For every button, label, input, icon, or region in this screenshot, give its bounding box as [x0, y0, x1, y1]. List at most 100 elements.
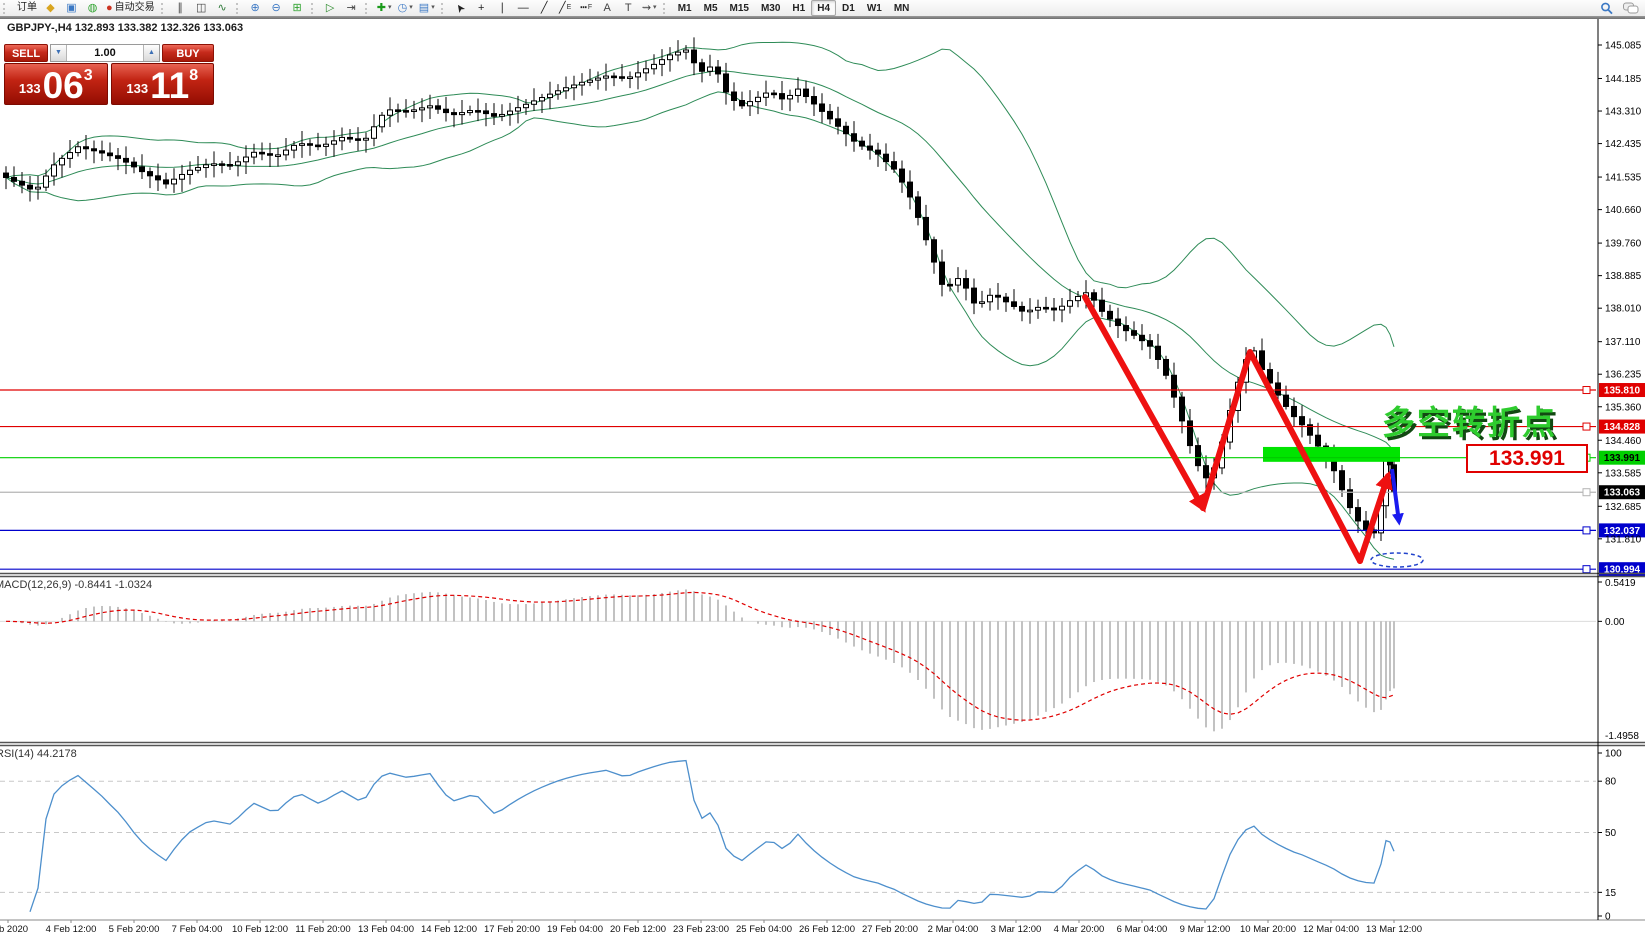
signal-button[interactable]: ◍: [82, 1, 103, 15]
arrows-dropdown-caret: ▾: [653, 4, 657, 11]
toolbar-group-handle[interactable]: [310, 2, 316, 14]
market-watch-button[interactable]: ◆: [40, 1, 61, 15]
arrows-button[interactable]: ⇝ ▾: [639, 1, 660, 15]
svg-text:6 Mar 04:00: 6 Mar 04:00: [1117, 924, 1168, 935]
timeframe-d1[interactable]: D1: [842, 2, 855, 14]
auto-scroll-icon: ▷: [325, 2, 335, 14]
fibonacci-button[interactable]: ┅ F: [576, 1, 597, 15]
chart-window-button[interactable]: ▣: [61, 1, 82, 15]
svg-text:100: 100: [1605, 749, 1622, 760]
trend-arrow[interactable]: [1200, 349, 1363, 564]
templates-button[interactable]: ▤ ▾: [416, 1, 438, 15]
toolbar-group-handle[interactable]: [440, 2, 446, 14]
svg-text:13 Feb 04:00: 13 Feb 04:00: [358, 924, 414, 935]
buy-price-big: 11: [150, 64, 190, 106]
timeframe-h1[interactable]: H1: [792, 2, 806, 14]
crosshair-button[interactable]: +: [471, 1, 492, 15]
blue-down-arrow[interactable]: [1390, 468, 1404, 526]
periods-icon: ◷: [397, 2, 408, 14]
candlestick-mode-button[interactable]: ◫: [191, 1, 212, 15]
toolbar-group-handle[interactable]: [235, 2, 241, 14]
toolbar-group-handle[interactable]: [160, 2, 166, 14]
line-chart-mode-button[interactable]: ∿: [212, 1, 233, 15]
bar-chart-mode-icon: ∥: [177, 2, 183, 14]
timeframe-m5[interactable]: M5: [703, 2, 718, 14]
chart-area[interactable]: 135.810 134.828 133.991 133.063 132.037 130.9…: [0, 19, 1645, 947]
buy-button[interactable]: BUY: [162, 44, 214, 62]
svg-text:26 Feb 12:00: 26 Feb 12:00: [799, 924, 855, 935]
autotrading-label: 自动交易: [114, 2, 155, 13]
zoom-in-button[interactable]: ⊕: [245, 1, 266, 15]
rsi-panel: [0, 759, 1596, 913]
chart-ohlc-title: GBPJPY-,H4 132.893 133.382 132.326 133.0…: [7, 22, 244, 34]
zoom-in-icon: ⊕: [250, 2, 260, 14]
vertical-line-icon: ∣: [499, 2, 505, 14]
new-order-button[interactable]: 订单: [12, 1, 40, 15]
toolbar-group-handle[interactable]: [662, 2, 668, 14]
price-tag-label: 133.991: [1466, 444, 1588, 473]
timeframe-w1[interactable]: W1: [866, 2, 882, 14]
periods-dropdown-caret: ▾: [409, 4, 413, 11]
search-icon[interactable]: [1600, 2, 1613, 15]
sell-price[interactable]: 133 06 3: [4, 63, 108, 105]
support-zone-rect[interactable]: [1263, 446, 1400, 462]
svg-text:133.991: 133.991: [1604, 453, 1641, 464]
timeframe-mn[interactable]: MN: [893, 2, 910, 14]
trend-line-button[interactable]: ╱: [534, 1, 555, 15]
toolbar-group-handle[interactable]: [364, 2, 370, 14]
text-label-button[interactable]: T: [618, 1, 639, 15]
vertical-line-button[interactable]: ∣: [492, 1, 513, 15]
autotrading-icon: ●: [106, 2, 113, 14]
channel-button[interactable]: ╱ E: [555, 1, 576, 15]
periods-button[interactable]: ◷ ▾: [395, 1, 416, 15]
timeframe-h4[interactable]: H4: [811, 0, 837, 16]
svg-text:132.037: 132.037: [1604, 526, 1641, 537]
candlesticks: [3, 37, 1397, 542]
sell-price-prefix: 133: [18, 81, 41, 96]
text-label-icon: T: [624, 2, 632, 14]
tile-windows-button[interactable]: ⊞: [287, 1, 308, 15]
svg-text:144.185: 144.185: [1605, 74, 1642, 85]
svg-text:145.085: 145.085: [1605, 41, 1642, 52]
indicators-button[interactable]: ✚ ▾: [374, 1, 395, 15]
svg-text:133.063: 133.063: [1604, 488, 1641, 499]
volume-increase-button[interactable]: ▲: [143, 45, 159, 61]
horizontal-levels[interactable]: [0, 386, 1596, 574]
svg-text:80: 80: [1605, 777, 1617, 788]
cursor-icon: ➤: [452, 0, 468, 16]
volume-input[interactable]: 1.00: [94, 47, 116, 59]
chart-drawings[interactable]: [1082, 294, 1424, 568]
svg-text:50: 50: [1605, 828, 1617, 839]
svg-text:14 Feb 12:00: 14 Feb 12:00: [421, 924, 477, 935]
buy-price[interactable]: 133 11 8: [110, 63, 214, 106]
chat-icon[interactable]: [1623, 2, 1639, 15]
svg-text:15: 15: [1605, 888, 1617, 899]
bar-chart-mode-button[interactable]: ∥: [170, 1, 191, 15]
volume-decrease-button[interactable]: ▼: [51, 45, 67, 61]
toolbar-group-handle[interactable]: [3, 2, 8, 14]
svg-text:0.5419: 0.5419: [1605, 578, 1636, 589]
timeframe-m1[interactable]: M1: [677, 2, 692, 14]
auto-scroll-button[interactable]: ▷: [320, 1, 341, 15]
svg-text:135.360: 135.360: [1605, 402, 1642, 413]
trend-arrow[interactable]: [1357, 470, 1393, 564]
svg-text:27 Feb 20:00: 27 Feb 20:00: [862, 924, 918, 935]
timeframe-m30[interactable]: M30: [760, 2, 781, 14]
svg-text:20 Feb 12:00: 20 Feb 12:00: [610, 924, 666, 935]
templates-icon: ▤: [418, 2, 430, 14]
horizontal-line-button[interactable]: ―: [513, 1, 534, 15]
ellipse-drawing[interactable]: [1370, 552, 1424, 568]
timeframe-m15[interactable]: M15: [729, 2, 749, 14]
sell-price-big: 06: [42, 64, 84, 106]
chart-shift-button[interactable]: ⇥: [341, 1, 362, 15]
autotrading-button[interactable]: ● 自动交易: [103, 1, 158, 15]
trend-arrow[interactable]: [1082, 294, 1206, 513]
zoom-out-button[interactable]: ⊖: [266, 1, 287, 15]
volume-control: ▼ 1.00 ▲: [50, 44, 160, 62]
toolbar-group: ∥ ◫ ∿: [170, 0, 233, 16]
sell-button[interactable]: SELL: [4, 44, 48, 62]
text-button[interactable]: A: [597, 1, 618, 15]
cursor-button[interactable]: ➤: [450, 1, 471, 15]
one-click-trading-panel: SELL ▼ 1.00 ▲ BUY 133 06 3 133 11 8: [4, 44, 214, 105]
svg-text:136.235: 136.235: [1605, 370, 1642, 381]
